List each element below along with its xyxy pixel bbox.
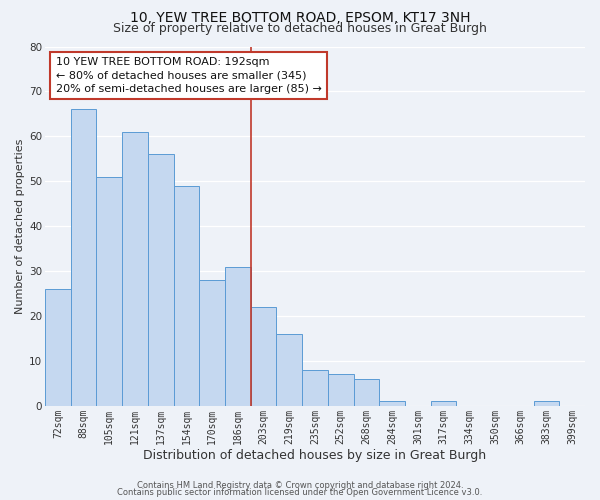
Bar: [71, 110, 97, 406]
Bar: [122, 132, 148, 406]
Bar: [148, 154, 173, 406]
Y-axis label: Number of detached properties: Number of detached properties: [15, 138, 25, 314]
Bar: [173, 186, 199, 406]
Bar: [533, 402, 559, 406]
Bar: [45, 289, 71, 406]
Bar: [379, 402, 405, 406]
Bar: [251, 307, 277, 406]
Bar: [277, 334, 302, 406]
X-axis label: Distribution of detached houses by size in Great Burgh: Distribution of detached houses by size …: [143, 450, 487, 462]
Bar: [97, 177, 122, 406]
Text: Contains public sector information licensed under the Open Government Licence v3: Contains public sector information licen…: [118, 488, 482, 497]
Text: 10 YEW TREE BOTTOM ROAD: 192sqm
← 80% of detached houses are smaller (345)
20% o: 10 YEW TREE BOTTOM ROAD: 192sqm ← 80% of…: [56, 58, 322, 94]
Text: 10, YEW TREE BOTTOM ROAD, EPSOM, KT17 3NH: 10, YEW TREE BOTTOM ROAD, EPSOM, KT17 3N…: [130, 11, 470, 25]
Text: Size of property relative to detached houses in Great Burgh: Size of property relative to detached ho…: [113, 22, 487, 35]
Bar: [302, 370, 328, 406]
Bar: [353, 379, 379, 406]
Bar: [431, 402, 457, 406]
Bar: [225, 266, 251, 406]
Bar: [199, 280, 225, 406]
Bar: [328, 374, 353, 406]
Text: Contains HM Land Registry data © Crown copyright and database right 2024.: Contains HM Land Registry data © Crown c…: [137, 481, 463, 490]
